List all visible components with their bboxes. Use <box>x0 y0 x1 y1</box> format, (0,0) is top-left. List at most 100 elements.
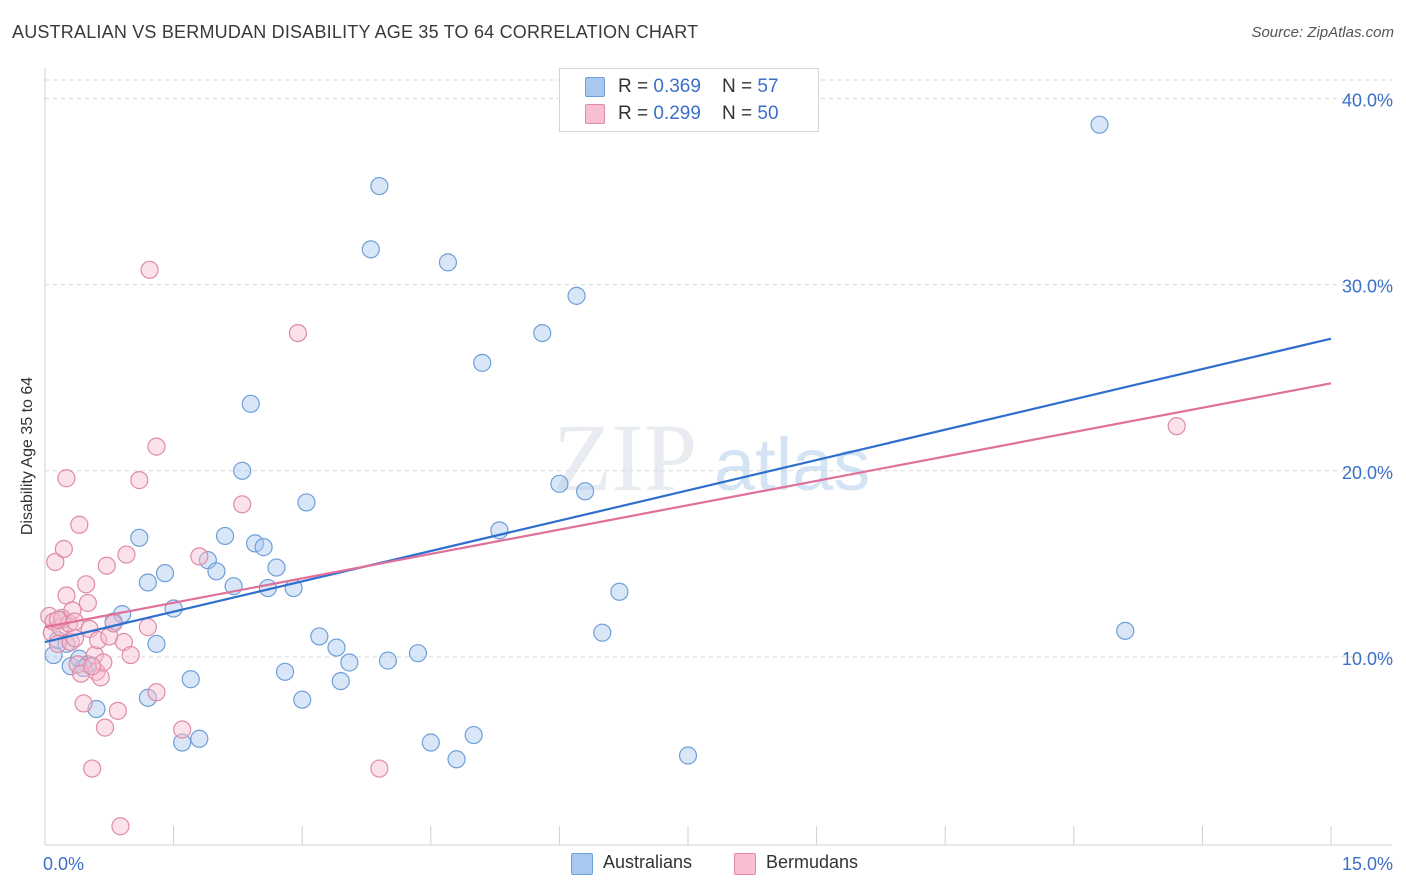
r-label: R = <box>618 76 654 97</box>
point-australians <box>310 627 329 646</box>
point-australians <box>155 564 175 583</box>
point-australians <box>567 286 586 305</box>
point-australians <box>550 474 569 493</box>
point-australians <box>215 526 235 546</box>
point-bermudans <box>147 683 166 702</box>
point-bermudans <box>138 618 157 637</box>
point-bermudans <box>288 323 308 343</box>
x-tick-label: 15.0% <box>1342 854 1393 874</box>
point-australians <box>438 253 458 272</box>
n-value: 57 <box>757 76 779 97</box>
point-bermudans <box>147 437 166 456</box>
chart-title: AUSTRALIAN VS BERMUDAN DISABILITY AGE 35… <box>12 22 699 42</box>
chart-source: Source: ZipAtlas.com <box>1251 24 1394 41</box>
point-australians <box>1116 621 1135 640</box>
point-bermudans <box>83 759 102 778</box>
point-bermudans <box>65 629 85 648</box>
legend-label-bermudans: Bermudans <box>766 852 859 872</box>
point-bermudans <box>97 556 116 575</box>
point-australians <box>378 651 398 670</box>
legend-swatch-australians <box>571 853 593 875</box>
point-bermudans <box>94 653 113 672</box>
point-australians <box>233 461 252 480</box>
y-tick-label: 30.0% <box>1342 277 1393 297</box>
point-australians <box>130 528 149 547</box>
point-bermudans <box>140 260 159 279</box>
stats-legend: R = 0.369 N = 57 R = 0.299 N = 50 <box>559 68 819 132</box>
axes <box>44 68 1392 846</box>
stats-text: R = 0.299 N = 50 <box>618 103 779 125</box>
point-australians <box>173 733 192 752</box>
point-bermudans <box>233 495 252 514</box>
point-australians <box>241 394 260 413</box>
point-bermudans <box>57 469 76 488</box>
legend-swatch-australians <box>585 77 605 97</box>
point-bermudans <box>89 631 108 650</box>
point-australians <box>678 746 698 765</box>
n-value: 50 <box>757 103 779 124</box>
point-bermudans <box>370 759 389 778</box>
point-australians <box>181 670 200 689</box>
y-tick-label: 10.0% <box>1342 649 1393 669</box>
point-bermudans <box>63 601 82 620</box>
data-points <box>40 115 1186 836</box>
gridlines <box>45 79 1392 658</box>
point-australians <box>254 538 273 557</box>
point-australians <box>190 729 209 748</box>
point-bermudans <box>54 539 73 559</box>
point-australians <box>473 353 492 372</box>
series-legend: Australians Bermudans <box>0 852 1406 878</box>
point-bermudans <box>78 593 97 613</box>
n-label: N = <box>722 76 758 97</box>
legend-label-australians: Australians <box>603 852 693 872</box>
legend-swatch-bermudans <box>734 853 756 875</box>
point-australians <box>297 493 316 512</box>
point-australians <box>576 482 595 501</box>
stats-text: R = 0.369 N = 57 <box>618 76 779 98</box>
point-australians <box>1090 115 1109 134</box>
point-bermudans <box>1167 417 1186 436</box>
trend-line-bermudans <box>44 382 1332 629</box>
point-australians <box>533 323 552 343</box>
point-australians <box>267 558 286 577</box>
point-bermudans <box>46 552 65 572</box>
watermark-atlas: atlas <box>714 423 870 506</box>
point-australians <box>361 240 380 259</box>
y-tick-label: 20.0% <box>1342 463 1393 483</box>
point-australians <box>207 562 226 581</box>
point-australians <box>275 662 295 681</box>
trend-lines <box>44 337 1332 644</box>
point-australians <box>370 176 389 196</box>
point-australians <box>464 725 483 745</box>
point-australians <box>147 634 166 653</box>
point-australians <box>593 623 612 642</box>
point-australians <box>44 645 63 665</box>
point-australians <box>138 573 157 592</box>
point-bermudans <box>111 817 130 836</box>
point-australians <box>293 690 312 709</box>
point-bermudans <box>173 720 192 739</box>
point-bermudans <box>130 471 149 490</box>
point-australians <box>610 582 629 601</box>
watermark-zip: ZIP <box>553 404 697 511</box>
point-bermudans <box>121 645 140 665</box>
y-axis-label: Disability Age 35 to 64 <box>19 376 36 536</box>
point-bermudans <box>68 655 87 674</box>
point-bermudans <box>70 515 89 534</box>
x-tick-label: 0.0% <box>43 854 84 874</box>
point-australians <box>408 644 428 663</box>
point-australians <box>327 638 346 657</box>
point-australians <box>340 653 359 672</box>
tick-labels: 10.0% 20.0% 30.0% 40.0% 0.0% 15.0% <box>43 91 1393 874</box>
point-australians <box>447 750 466 769</box>
point-bermudans <box>95 718 115 737</box>
point-bermudans <box>77 575 96 594</box>
point-bermudans <box>108 701 127 720</box>
point-bermudans <box>117 545 136 564</box>
trend-line-australians <box>44 337 1332 644</box>
r-label: R = <box>618 103 654 124</box>
point-australians <box>331 671 350 691</box>
point-australians <box>421 733 440 752</box>
n-label: N = <box>722 103 758 124</box>
